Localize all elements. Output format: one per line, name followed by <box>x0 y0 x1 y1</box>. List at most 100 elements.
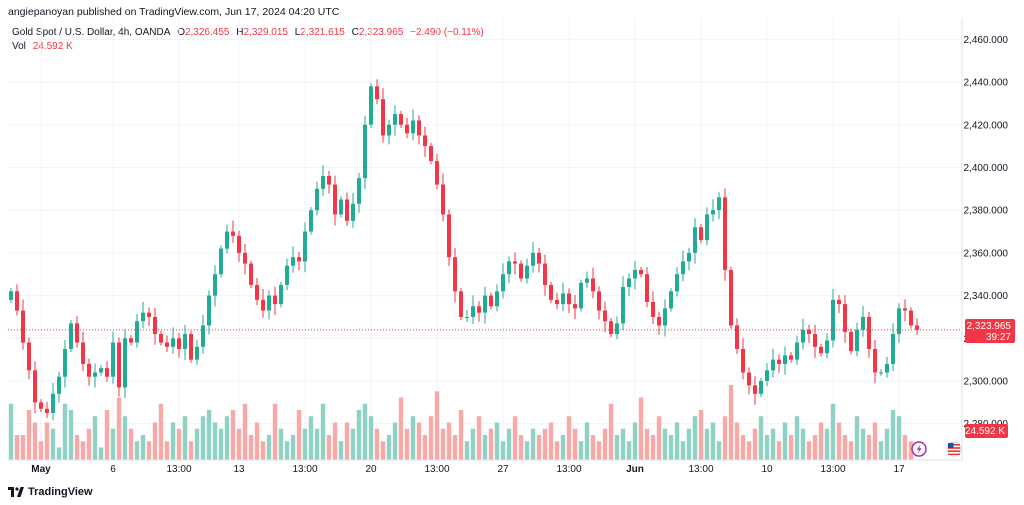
volume-bar <box>362 403 368 460</box>
candle-body <box>375 86 379 100</box>
volume-bar <box>554 441 560 460</box>
candle-body <box>573 304 577 309</box>
volume-bar <box>320 403 326 460</box>
volume-bar <box>674 422 680 460</box>
volume-bar <box>896 416 902 460</box>
candle-body <box>177 338 181 349</box>
volume-bar <box>230 410 236 460</box>
candle-body <box>267 295 271 311</box>
candle-body <box>867 316 871 349</box>
candle-body <box>423 135 427 147</box>
candle-body <box>819 346 823 354</box>
volume-bar <box>902 435 908 460</box>
volume-bar <box>50 428 56 460</box>
candle-body <box>639 269 643 275</box>
candle-body <box>567 293 571 305</box>
candle-body <box>285 265 289 285</box>
candle-body <box>129 338 133 343</box>
candle-body <box>345 199 349 221</box>
volume-bar <box>110 428 116 460</box>
candle-body <box>405 124 409 134</box>
volume-bar <box>818 422 824 460</box>
volume-bar <box>884 428 890 460</box>
volume-bar <box>734 422 740 460</box>
volume-bar <box>278 428 284 460</box>
price-axis[interactable]: 2,280.0002,300.0002,320.0002,340.0002,36… <box>964 35 1009 430</box>
volume-bar <box>260 441 266 460</box>
footer-brand-text: TradingView <box>28 486 93 498</box>
candle-body <box>699 227 703 241</box>
volume-bar <box>698 410 704 460</box>
candle-body <box>825 340 829 354</box>
volume-tag-text: 24.592 K <box>965 426 1005 437</box>
close-value: 2,323.965 <box>358 27 404 38</box>
price-tick-label: 2,360.000 <box>964 248 1009 259</box>
candle-body <box>321 176 325 189</box>
last-price-tag: 2,323.965 39:27 <box>965 319 1015 343</box>
volume-key: Vol <box>12 41 26 52</box>
candle-body <box>903 308 907 311</box>
tradingview-footer[interactable]: TradingView <box>8 486 93 498</box>
volume-bar <box>152 422 158 460</box>
volume-bar <box>710 422 716 460</box>
candle-body <box>441 184 445 215</box>
volume-bar <box>590 435 596 460</box>
candle-body <box>795 342 799 360</box>
candle-body <box>843 304 847 332</box>
volume-bar <box>530 428 536 460</box>
us-flag-icon[interactable] <box>946 441 962 457</box>
low-value: 2,321.615 <box>300 27 345 38</box>
volume-bar <box>206 410 212 460</box>
volume-bar <box>506 428 512 460</box>
candle-body <box>861 316 865 330</box>
volume-bar <box>368 416 374 460</box>
volume-bar <box>272 403 278 460</box>
volume-bar <box>686 428 692 460</box>
volume-bar <box>752 428 758 460</box>
symbol-title[interactable]: Gold Spot / U.S. Dollar, 4h, OANDA <box>12 27 171 38</box>
candle-body <box>603 310 607 322</box>
candle-body <box>717 197 721 211</box>
volume-bar <box>728 385 734 460</box>
volume-bar <box>284 441 290 460</box>
volume-bar <box>8 403 14 460</box>
volume-bar <box>806 441 812 460</box>
time-tick-label: 17 <box>893 464 905 475</box>
candle-body <box>165 342 169 347</box>
candle-body <box>663 308 667 326</box>
volume-bar <box>830 403 836 460</box>
volume-bar <box>758 416 764 460</box>
candle-body <box>51 393 55 414</box>
volume-bar <box>860 428 866 460</box>
time-axis[interactable]: May 6 13:00 13 13:00 20 13:00 27 13:00 Jun 13:00 10… <box>31 464 905 475</box>
candle-body <box>429 146 433 162</box>
candle-body <box>411 120 415 134</box>
candle-body <box>633 269 637 279</box>
last-price-tag-bg <box>965 319 1015 343</box>
lightning-icon[interactable] <box>911 441 927 457</box>
candle-body <box>645 274 649 302</box>
volume-bar <box>374 428 380 460</box>
candle-body <box>849 331 853 352</box>
ohlc-legend-row: Gold Spot / U.S. Dollar, 4h, OANDA O2,32… <box>12 26 484 40</box>
volume-bar <box>224 416 230 460</box>
candle-body <box>135 321 139 343</box>
candle-body <box>783 355 787 364</box>
volume-bar <box>290 435 296 460</box>
candle-body <box>909 310 913 326</box>
price-tick-label: 2,340.000 <box>964 291 1009 302</box>
volume-bar <box>614 435 620 460</box>
candle-body <box>123 338 127 388</box>
high-key: H <box>236 27 244 38</box>
volume-bar <box>458 410 464 460</box>
volume-bar <box>536 435 542 460</box>
volume-bar <box>560 435 566 460</box>
candle-body <box>87 363 91 377</box>
volume-bar <box>32 422 38 460</box>
volume-bar <box>620 428 626 460</box>
candle-body <box>45 408 49 414</box>
volume-bar <box>440 428 446 460</box>
candle-body <box>369 86 373 125</box>
candle-body <box>789 355 793 360</box>
